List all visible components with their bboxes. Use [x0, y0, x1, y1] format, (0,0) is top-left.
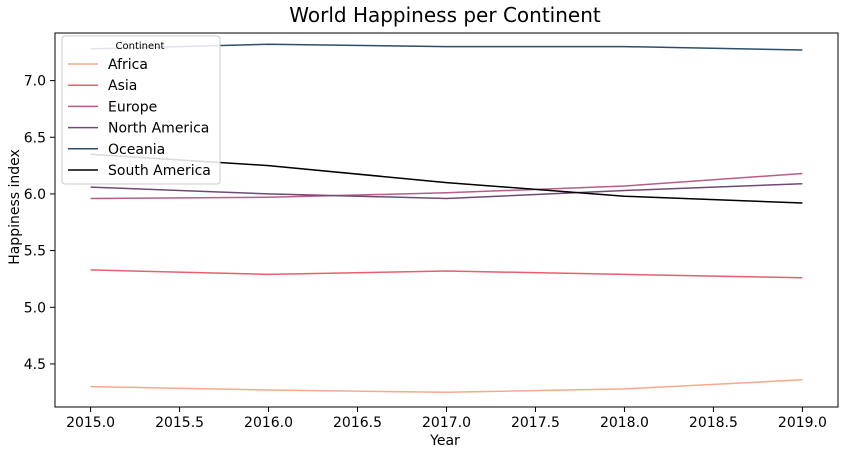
plot-area: 2015.0 2015.5 2016.0 2016.5 2017.0 2017.5 2018… [24, 32, 839, 431]
x-tick-label: 2018.5 [689, 415, 738, 431]
series-line-asia [90, 269, 803, 279]
x-tick-label: 2015.0 [66, 415, 115, 431]
x-tick-label: 2016.0 [244, 415, 293, 431]
legend-label-oceania: Oceania [108, 142, 165, 158]
legend-label-north-america: North America [108, 121, 209, 137]
legend-label-south-america: South America [108, 163, 211, 179]
x-axis-label: Year [429, 433, 460, 449]
y-axis-label: Happiness index [7, 149, 23, 265]
legend-label-asia: Asia [108, 78, 137, 94]
y-tick-label: 5.0 [24, 300, 46, 316]
legend-label-africa: Africa [108, 57, 148, 73]
y-tick-label: 4.5 [24, 357, 46, 373]
y-tick-label: 6.0 [24, 187, 46, 203]
series-line-north-america [90, 182, 803, 200]
y-tick-label: 7.0 [24, 74, 46, 90]
x-tick-label: 2016.5 [333, 415, 382, 431]
x-tick-label: 2017.5 [511, 415, 560, 431]
x-tick-label: 2015.5 [155, 415, 204, 431]
x-tick-label: 2017.0 [422, 415, 471, 431]
x-tick-label: 2019.0 [778, 415, 827, 431]
legend-title: Continent [116, 41, 165, 52]
y-tick-label: 6.5 [24, 130, 46, 146]
legend-box [61, 35, 221, 185]
chart-title: World Happiness per Continent [289, 3, 601, 27]
legend: Continent Africa Asia Europe North America Oc… [61, 35, 221, 185]
y-tick-label: 5.5 [24, 244, 46, 260]
series-line-africa [90, 379, 803, 394]
x-tick-label: 2018.0 [600, 415, 649, 431]
legend-label-europe: Europe [108, 99, 157, 115]
series-line-europe [90, 172, 803, 200]
